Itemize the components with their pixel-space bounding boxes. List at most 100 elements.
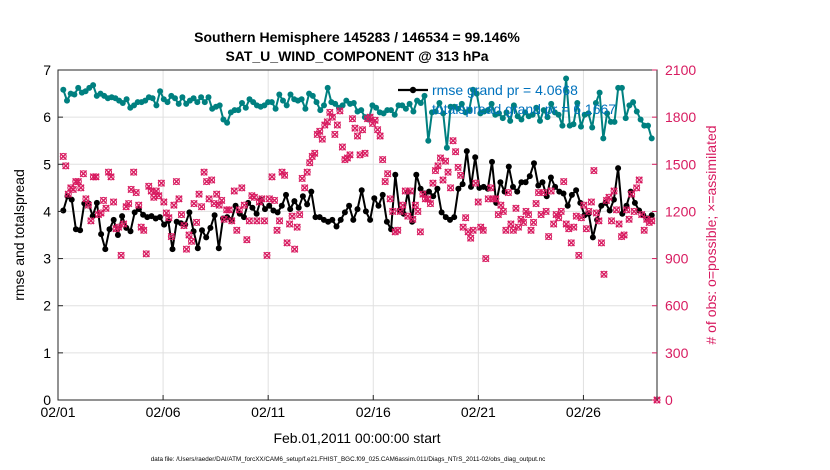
- rmse-point-85: [417, 185, 424, 192]
- spread-point-153: [630, 99, 637, 106]
- obs-marker-ring-51: [188, 237, 196, 245]
- obs-marker-97: [303, 168, 311, 176]
- obs-marker-ring-59: [208, 176, 216, 184]
- obs-marker-16: [99, 196, 108, 205]
- obs-marker-153: [444, 168, 452, 176]
- obs-marker-ring-8: [79, 170, 87, 178]
- spread-point-8: [90, 82, 97, 89]
- obs-marker-ring-70: [235, 206, 243, 214]
- rmse-point-112: [531, 160, 537, 167]
- chart-title-line1: Southern Hemisphere 145283 / 146534 = 99…: [194, 29, 520, 45]
- rmse-point-73: [367, 216, 374, 223]
- obs-marker-ring-214: [597, 239, 605, 247]
- obs-marker-ring-58: [205, 195, 213, 203]
- obs-marker-220: [612, 206, 621, 214]
- spread-point-97: [421, 92, 428, 99]
- obs-marker-156: [451, 148, 460, 156]
- spread-point-0: [60, 86, 67, 93]
- spread-point-68: [313, 99, 320, 106]
- obs-marker-30: [135, 201, 143, 209]
- rmse-point-71: [358, 187, 365, 194]
- rmse-point-45: [249, 204, 256, 211]
- obs-marker-8: [79, 170, 88, 178]
- obs-marker-128: [381, 177, 389, 186]
- obs-marker-42: [165, 214, 173, 222]
- obs-marker-131: [389, 207, 397, 216]
- rmse-point-119: [560, 190, 567, 197]
- spread-point-35: [190, 95, 197, 102]
- obs-marker-61: [212, 190, 221, 198]
- obs-marker-ring-89: [283, 239, 291, 247]
- chart-title-line2: SAT_U_WIND_COMPONENT @ 313 hPa: [225, 48, 488, 64]
- obs-marker-183: [519, 218, 528, 227]
- rmse-point-36: [211, 212, 218, 219]
- obs-marker-26: [124, 199, 133, 208]
- obs-marker-155: [449, 137, 457, 145]
- rmse-point-110: [522, 179, 529, 186]
- spread-point-1: [64, 97, 70, 104]
- spread-point-158: [648, 135, 655, 142]
- spread-point-102: [440, 110, 447, 117]
- obs-marker-40: [160, 198, 168, 206]
- obs-marker-208: [582, 225, 591, 233]
- obs-marker-154: [446, 184, 455, 192]
- spread-point-44: [224, 119, 231, 126]
- obs-marker-ring-158: [457, 171, 465, 179]
- spread-point-57: [272, 105, 279, 112]
- obs-marker-77: [253, 217, 261, 225]
- y-left-tick-label-7: 7: [43, 62, 51, 78]
- x-tick-label-0: 02/01: [40, 404, 75, 420]
- obs-marker-32: [140, 226, 148, 234]
- obs-marker-ring-23: [117, 251, 125, 259]
- obs-marker-120: [361, 149, 369, 157]
- rmse-point-88: [430, 193, 437, 200]
- obs-marker-7: [77, 184, 85, 192]
- obs-marker-ring-85: [273, 226, 281, 234]
- spread-point-146: [604, 110, 611, 117]
- spread-point-59: [280, 97, 286, 104]
- obs-marker-ring-114: [346, 151, 354, 159]
- obs-marker-ring-54: [195, 190, 203, 198]
- y-right-tick-label-1: 300: [665, 345, 689, 361]
- y-axis-left: 0 1 2 3 4 5 6 7: [43, 62, 63, 408]
- obs-marker-ring-61: [213, 190, 221, 198]
- spread-point-144: [596, 89, 603, 96]
- rmse-point-51: [274, 209, 281, 216]
- obs-marker-33: [142, 250, 150, 258]
- obs-marker-234: [648, 217, 656, 225]
- obs-marker-141: [414, 207, 422, 216]
- obs-marker-ring-173: [494, 211, 502, 219]
- obs-marker-ring-83: [268, 173, 276, 181]
- obs-marker-133: [394, 226, 402, 234]
- rmse-point-69: [350, 216, 357, 223]
- obs-marker-ring-43: [167, 233, 175, 241]
- plot-frame: [57, 69, 658, 401]
- obs-marker-124: [371, 116, 379, 124]
- rmse-point-126: [589, 234, 596, 241]
- rmse-point-116: [547, 174, 554, 181]
- obs-marker-ring-108: [331, 130, 339, 138]
- obs-marker-209: [585, 207, 593, 216]
- obs-marker-11: [87, 217, 95, 225]
- obs-marker-ring-115: [348, 115, 356, 123]
- legend-spread-label: totalspread grand pr = 6.1667: [432, 101, 616, 117]
- spread-point-37: [198, 94, 205, 101]
- obs-marker-ring-194: [547, 187, 555, 195]
- spread-point-58: [276, 91, 283, 98]
- obs-marker-ring-198: [557, 207, 565, 215]
- obs-marker-129: [383, 170, 392, 178]
- obs-marker-164: [472, 179, 480, 187]
- spread-point-78: [350, 100, 357, 106]
- obs-marker-51: [187, 237, 196, 245]
- obs-marker-20: [109, 198, 118, 206]
- obs-marker-226: [627, 190, 636, 198]
- obs-marker-192: [542, 207, 550, 216]
- obs-marker-4: [69, 185, 78, 194]
- obs-marker-ring-30: [135, 201, 143, 209]
- spread-point-16: [119, 100, 126, 106]
- rmse-series: [60, 148, 655, 253]
- obs-marker-199: [560, 177, 568, 186]
- obs-marker-ring-151: [439, 176, 447, 184]
- obs-marker-49: [182, 245, 191, 253]
